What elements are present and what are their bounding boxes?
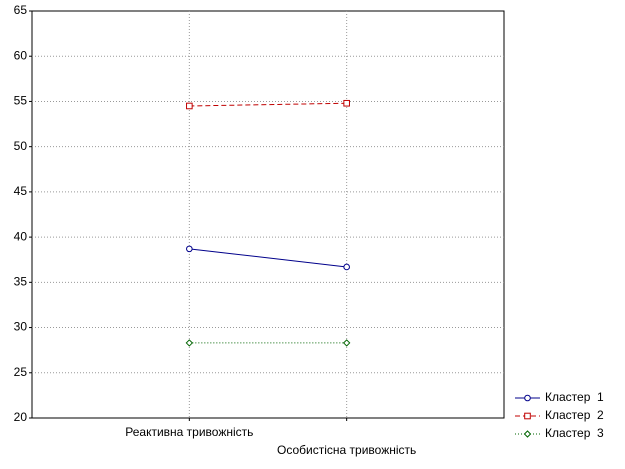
series-line	[189, 248, 347, 268]
y-tick-label: 20	[14, 410, 28, 424]
y-tick-label: 55	[14, 94, 28, 108]
marker	[523, 430, 532, 438]
y-tick-label: 60	[14, 48, 28, 62]
y-tick-label: 50	[14, 139, 28, 153]
marker	[343, 99, 350, 107]
marker	[524, 394, 531, 402]
plot-frame	[31, 10, 505, 419]
x-tick-label: Реактивна тривожність	[125, 425, 253, 439]
marker	[185, 339, 194, 347]
legend-label: Кластер 2	[545, 408, 604, 422]
y-tick-label: 25	[14, 365, 28, 379]
y-tick-label: 65	[14, 3, 28, 17]
y-tick-label: 45	[14, 184, 28, 198]
x-tick-label: Особистісна тривожність	[277, 443, 416, 457]
marker	[343, 263, 350, 271]
y-tick-label: 30	[14, 320, 28, 334]
legend-label: Кластер 1	[545, 390, 604, 404]
marker	[186, 102, 193, 110]
y-tick-label: 40	[14, 229, 28, 243]
series-line	[189, 102, 347, 107]
marker	[186, 245, 193, 253]
marker	[524, 412, 531, 420]
legend-label: Кластер 3	[545, 426, 604, 440]
y-tick-label: 35	[14, 275, 28, 289]
marker	[342, 339, 351, 347]
